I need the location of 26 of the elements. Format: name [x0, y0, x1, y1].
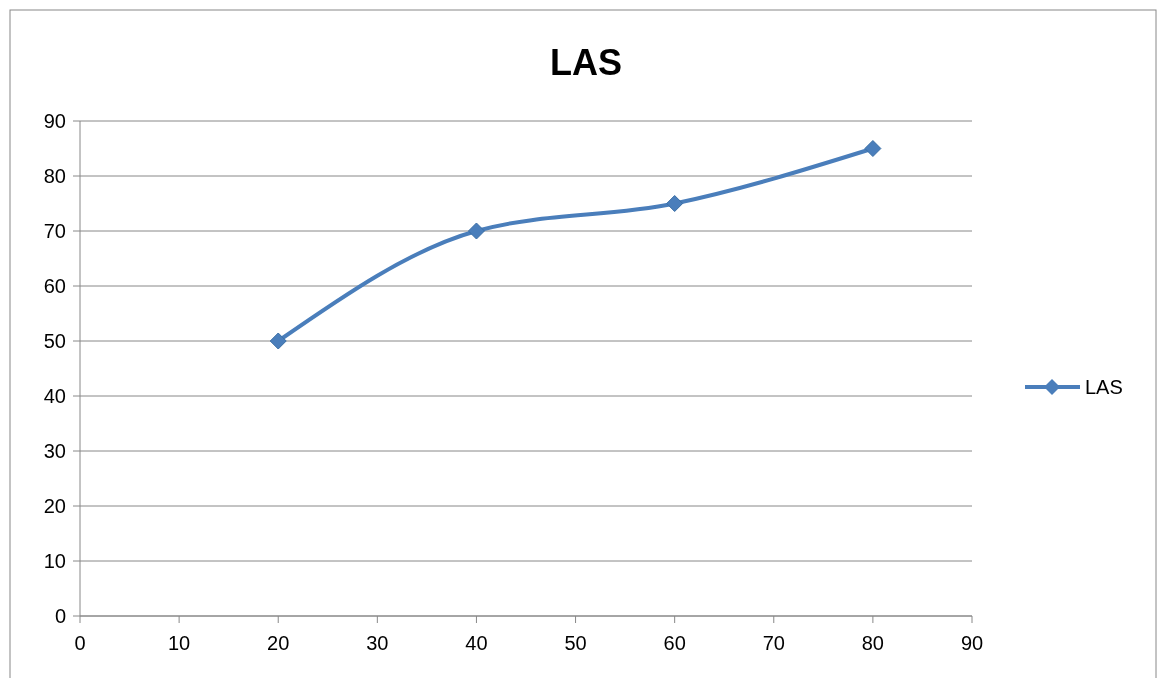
x-tick-label: 20	[267, 632, 290, 654]
x-tick-label: 90	[960, 632, 984, 654]
x-tick-label: 80	[861, 632, 885, 654]
point	[666, 195, 684, 212]
y-tick-label: 90	[43, 110, 66, 132]
point	[864, 140, 882, 157]
y-tick-label: 60	[43, 275, 66, 297]
x-tick-label: 10	[167, 632, 191, 654]
y-tick-label: 0	[54, 605, 66, 627]
y-tick-label: 20	[43, 495, 66, 517]
x-tick-label: 40	[465, 632, 488, 654]
legend-label: LAS	[1085, 376, 1123, 398]
y-tick-label: 10	[43, 550, 66, 572]
x-tick-label: 30	[366, 632, 389, 654]
point	[467, 222, 485, 240]
x-tick-label: 50	[564, 632, 587, 654]
chart-title: LAS	[550, 42, 622, 83]
point	[269, 332, 287, 350]
y-tick-label: 50	[43, 330, 66, 352]
y-tick-label: 30	[43, 440, 66, 462]
y-tick-label: 40	[43, 385, 66, 407]
y-tick-label: 80	[43, 165, 66, 187]
x-tick-label: 70	[762, 632, 785, 654]
y-tick-label: 70	[43, 220, 66, 242]
x-tick-label: 0	[74, 632, 86, 654]
x-tick-label: 60	[663, 632, 686, 654]
